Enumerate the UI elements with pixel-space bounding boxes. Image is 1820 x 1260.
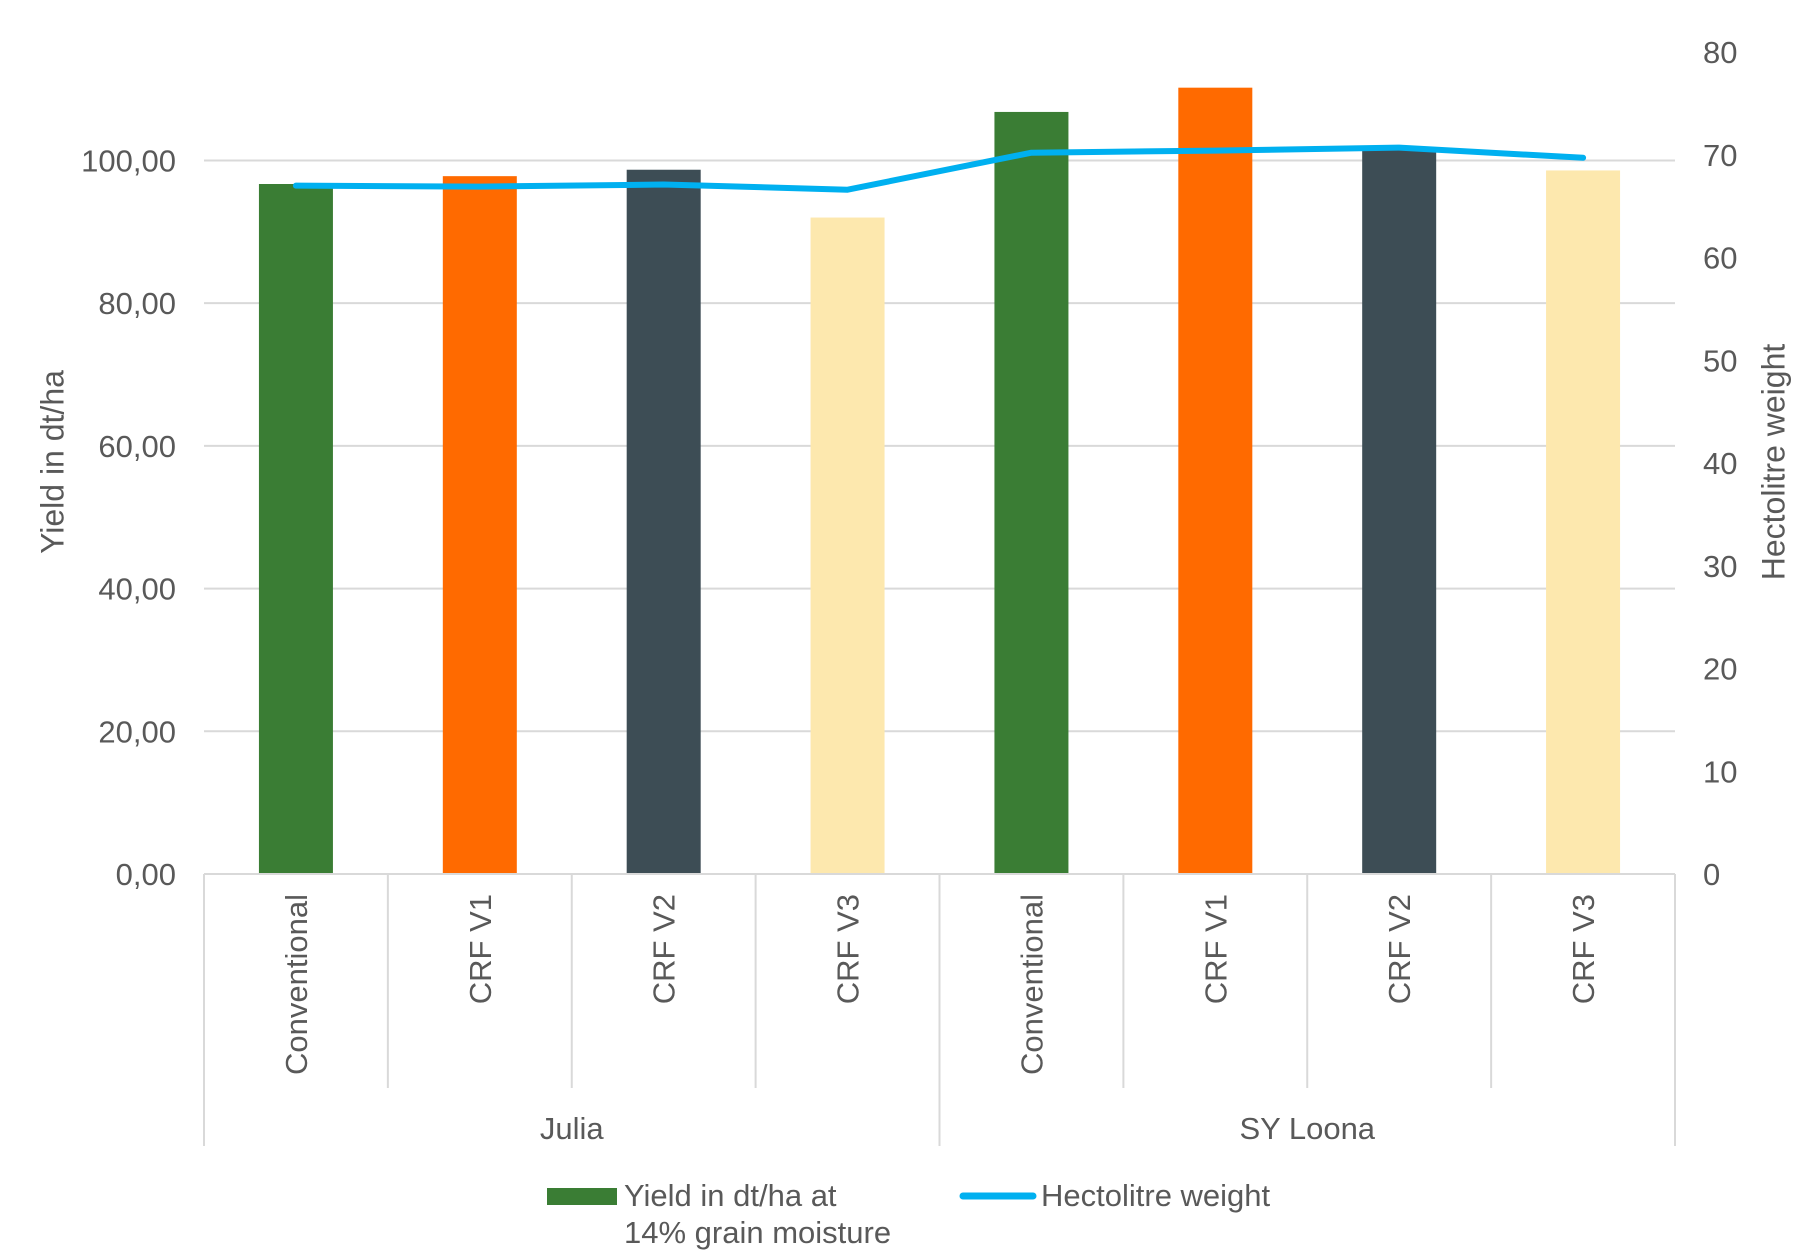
bar-6 [1178,87,1253,875]
bar-2 [442,176,517,874]
category-label-3: CRF V2 [647,894,682,1004]
y2-tick-label-6: 60 [1703,241,1737,276]
category-label-5: Conventional [1014,894,1049,1075]
hectolitre-line [292,144,1587,193]
y2-tick-label-0: 0 [1703,857,1720,892]
y-tick-label-0: 0,00 [116,857,176,892]
axes [203,873,1676,1146]
group-labels: Julia SY Loona [540,1111,1376,1146]
y-axis-title: Yield in dt/ha [34,370,70,554]
legend: Yield in dt/ha at 14% grain moisture Hec… [547,1178,1271,1250]
y-tick-label-1: 20,00 [98,714,176,749]
legend-label-yield-line1: Yield in dt/ha at [624,1178,837,1213]
group-label-2: SY Loona [1239,1111,1375,1146]
gridlines [204,159,1675,733]
y2-tick-label-8: 80 [1703,35,1737,70]
bar-1 [258,184,333,875]
left-axis-ticks: 0,00 20,00 40,00 60,00 80,00 100,00 [81,143,176,892]
legend-label-yield-line2: 14% grain moisture [624,1215,891,1250]
y2-tick-label-4: 40 [1703,446,1737,481]
y2-tick-label-5: 50 [1703,343,1737,378]
right-axis-ticks: 0 10 20 30 40 50 60 70 80 [1703,35,1737,892]
y-tick-label-2: 40,00 [98,572,176,607]
legend-label-hectolitre: Hectolitre weight [1041,1178,1271,1213]
category-label-6: CRF V1 [1198,894,1233,1004]
y2-tick-label-3: 30 [1703,549,1737,584]
y2-tick-label-2: 20 [1703,652,1737,687]
y-tick-label-5: 100,00 [81,143,176,178]
bar-4 [810,217,885,874]
bar-8 [1546,170,1621,874]
legend-swatch-yield [547,1188,617,1205]
bar-3 [626,169,701,874]
category-labels: Conventional CRF V1 CRF V2 CRF V3 Convention… [279,894,1601,1075]
category-label-1: Conventional [279,894,314,1075]
category-label-8: CRF V3 [1566,894,1601,1004]
bar-5 [994,111,1069,874]
bar-series [258,87,1621,875]
group-label-1: Julia [540,1111,605,1146]
y2-axis-title: Hectolitre weight [1755,344,1791,581]
category-label-4: CRF V3 [831,894,866,1004]
y2-tick-label-1: 10 [1703,754,1737,789]
category-label-7: CRF V2 [1382,894,1417,1004]
y-tick-label-3: 60,00 [98,429,176,464]
y2-tick-label-7: 70 [1703,138,1737,173]
y-tick-label-4: 80,00 [98,286,176,321]
bar-7 [1362,147,1437,875]
category-label-2: CRF V1 [463,894,498,1004]
line-series [292,144,1587,193]
